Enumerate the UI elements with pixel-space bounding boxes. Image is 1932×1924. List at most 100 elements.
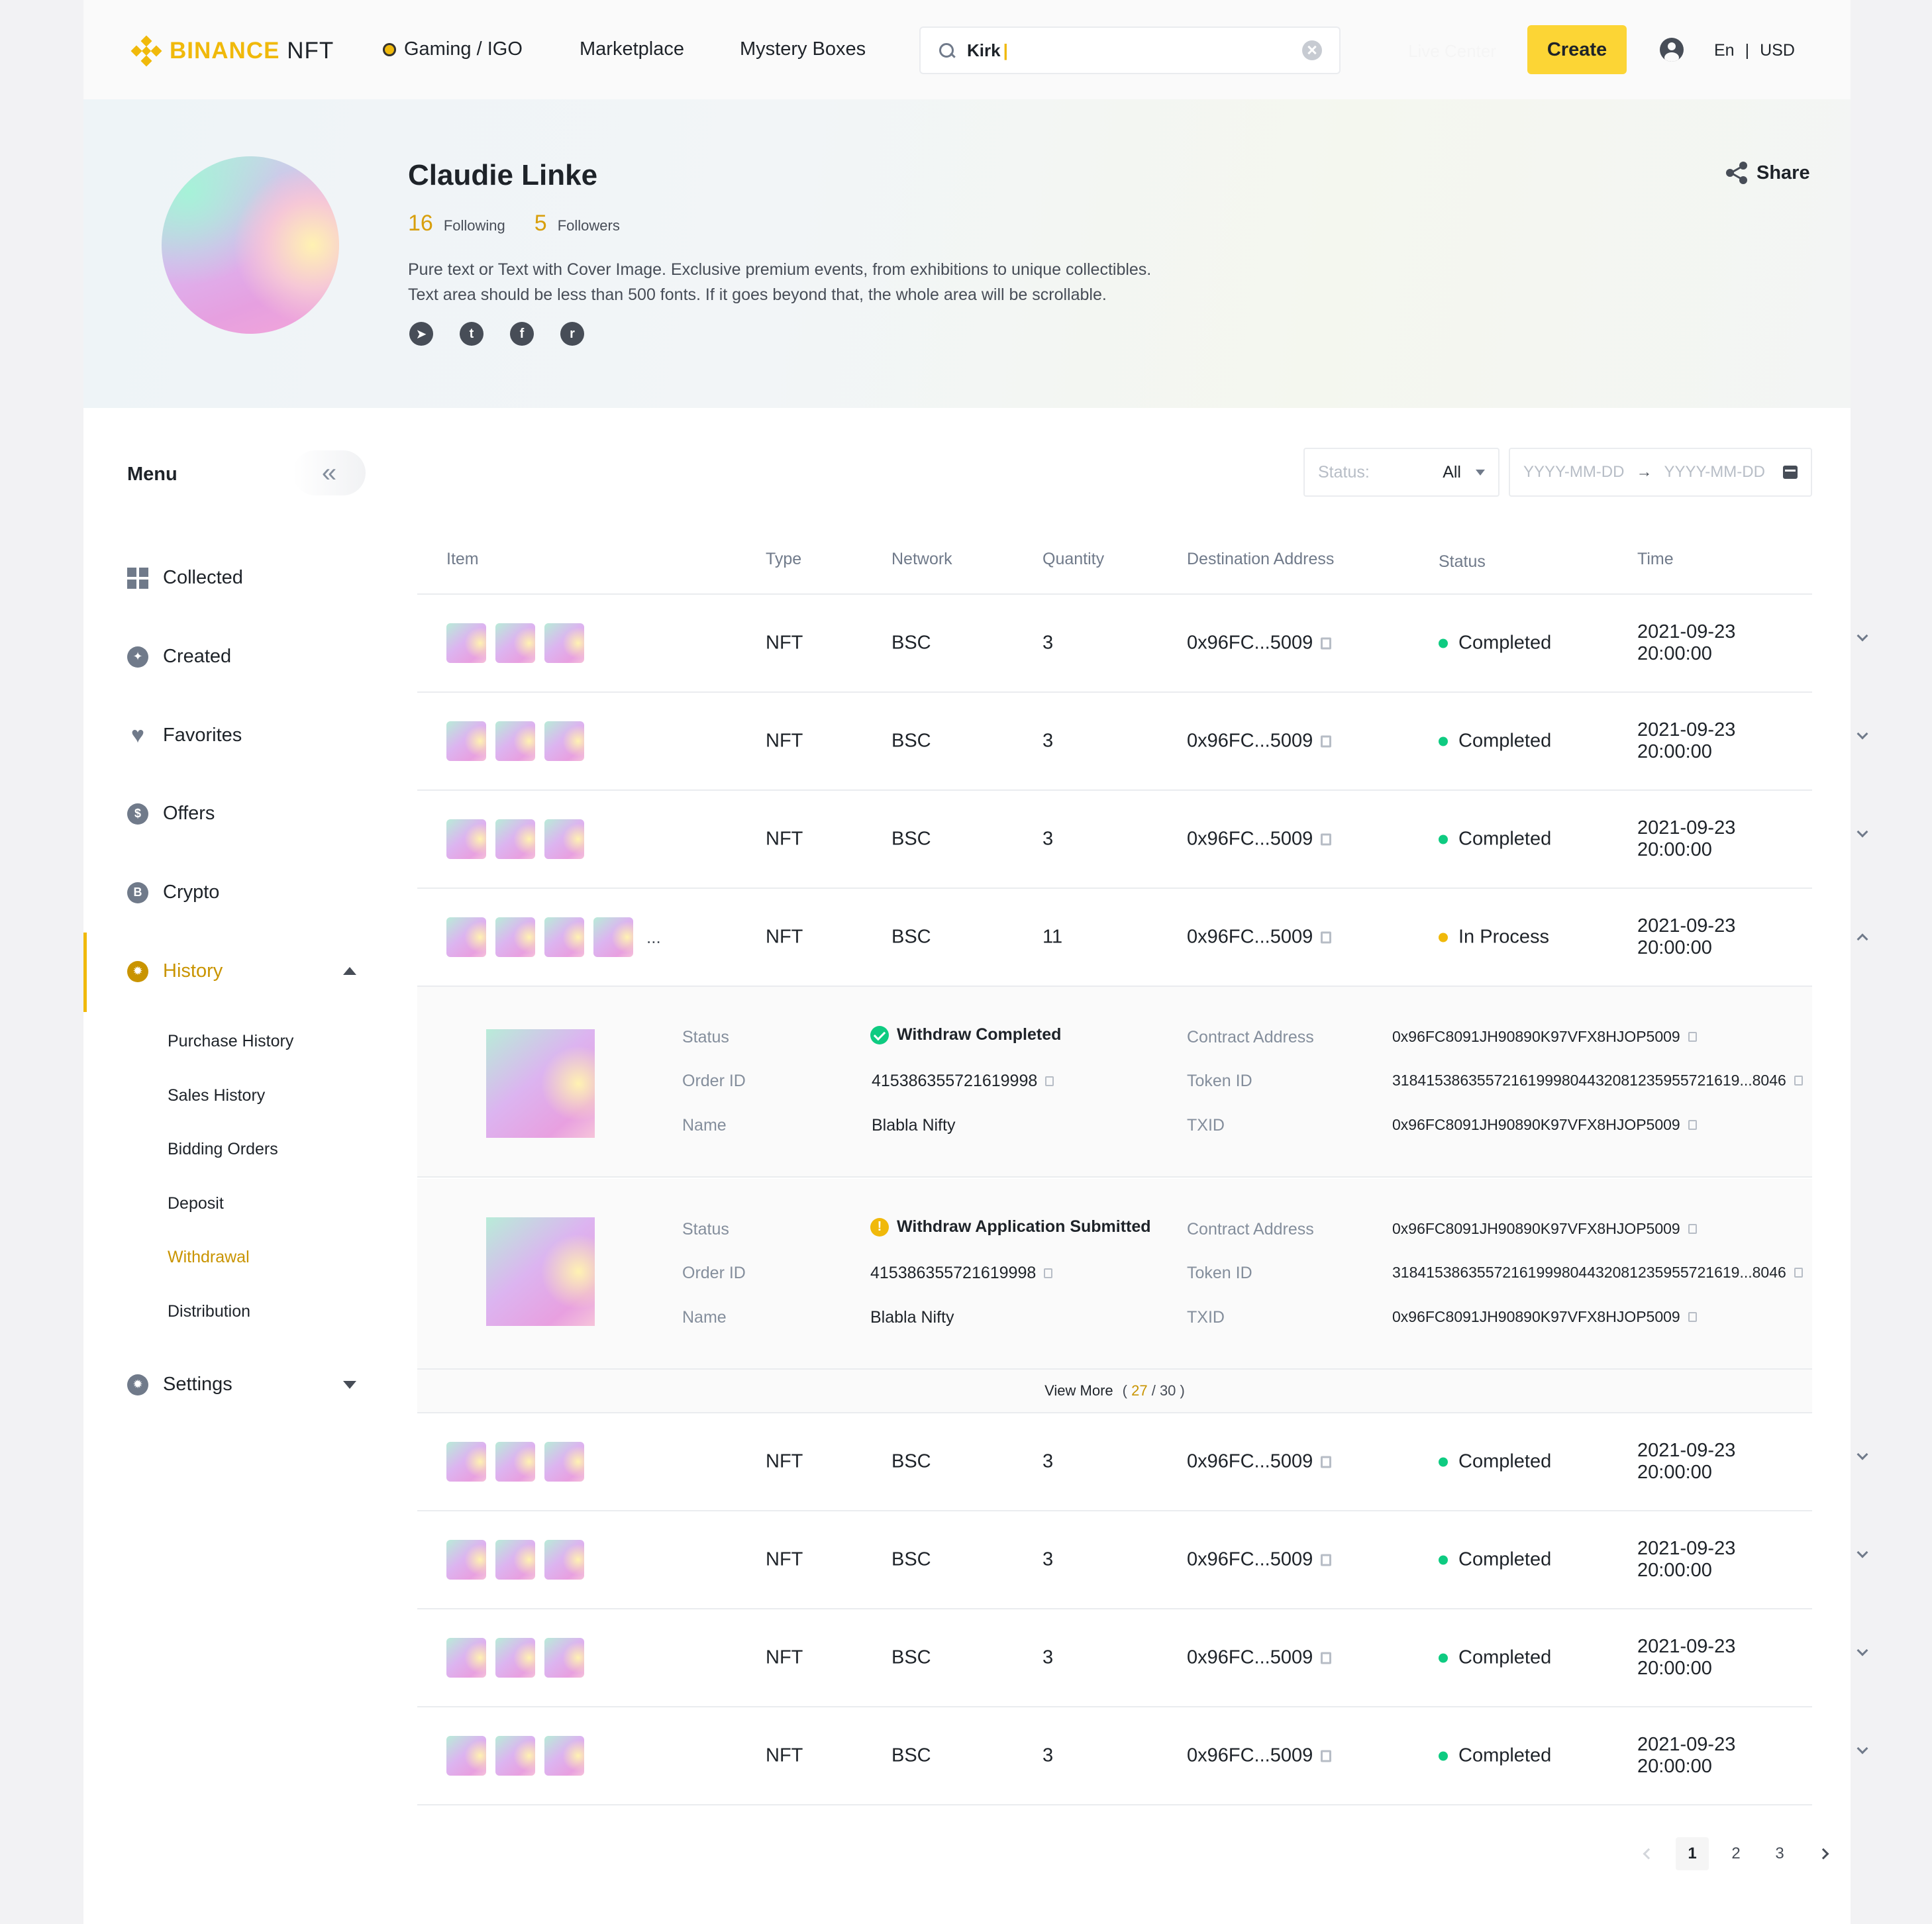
more-items-ellipsis: ... bbox=[646, 927, 661, 947]
caret-up-icon[interactable] bbox=[343, 967, 356, 975]
next-page-icon[interactable] bbox=[1807, 1837, 1840, 1870]
copy-icon[interactable] bbox=[1321, 931, 1332, 943]
copy-icon[interactable] bbox=[1045, 1076, 1054, 1086]
address-text: 0x96FC...5009 bbox=[1187, 1548, 1313, 1570]
item-thumbnails: ... bbox=[446, 917, 661, 957]
copy-icon[interactable] bbox=[1688, 1224, 1697, 1234]
sidebar-subitem-deposit[interactable]: Deposit bbox=[168, 1194, 224, 1213]
row-quantity: 3 bbox=[1042, 730, 1054, 752]
share-button[interactable]: Share bbox=[1726, 162, 1810, 184]
copy-icon[interactable] bbox=[1794, 1268, 1803, 1278]
copy-icon[interactable] bbox=[1321, 833, 1332, 845]
header-time: Time bbox=[1637, 550, 1674, 568]
user-account-icon[interactable] bbox=[1660, 38, 1684, 62]
expand-chevron-down-icon[interactable] bbox=[1856, 826, 1870, 845]
sidebar-item-favorites[interactable]: ♥ Favorites bbox=[127, 723, 242, 748]
expand-chevron-down-icon[interactable] bbox=[1856, 630, 1870, 649]
table-row[interactable]: NFT BSC 3 0x96FC...5009 Completed 2021-0… bbox=[417, 595, 1868, 693]
view-more-button[interactable]: View More ( 27 / 30 ) bbox=[417, 1370, 1812, 1413]
status-text: Completed bbox=[1458, 632, 1552, 654]
binance-nft-logo[interactable]: BINANCE NFT bbox=[130, 35, 334, 67]
expand-chevron-down-icon[interactable] bbox=[1856, 1645, 1870, 1664]
table-row[interactable]: NFT BSC 3 0x96FC...5009 Completed 2021-0… bbox=[417, 1609, 1868, 1707]
copy-icon[interactable] bbox=[1321, 1750, 1332, 1762]
detail-token-value: 3184153863557216199980443208123595572161… bbox=[1392, 1072, 1803, 1089]
prev-page-icon[interactable] bbox=[1632, 1837, 1665, 1870]
page-button-3[interactable]: 3 bbox=[1775, 1845, 1784, 1862]
nav-marketplace[interactable]: Marketplace bbox=[580, 38, 684, 60]
status-text: Completed bbox=[1458, 730, 1552, 752]
row-type: NFT bbox=[766, 1745, 803, 1766]
detail-name-value: Blabla Nifty bbox=[872, 1116, 956, 1135]
language-currency-selector[interactable]: En | USD bbox=[1714, 41, 1795, 60]
status-text: Completed bbox=[1458, 1646, 1552, 1668]
table-row[interactable]: NFT BSC 3 0x96FC...5009 Completed 2021-0… bbox=[417, 1707, 1868, 1805]
sidebar-item-crypto[interactable]: B Crypto bbox=[127, 882, 219, 903]
twitter-icon[interactable]: t bbox=[460, 322, 483, 346]
token-text: 3184153863557216199980443208123595572161… bbox=[1392, 1072, 1786, 1089]
expand-chevron-down-icon[interactable] bbox=[1856, 1743, 1870, 1762]
page-button-2[interactable]: 2 bbox=[1731, 1845, 1741, 1862]
facebook-icon[interactable]: f bbox=[510, 322, 534, 346]
sidebar-item-history[interactable]: ✹ History bbox=[127, 960, 223, 982]
copy-icon[interactable] bbox=[1321, 637, 1332, 649]
status-filter-select[interactable]: Status: All bbox=[1303, 448, 1500, 497]
nav-gaming-igo[interactable]: Gaming / IGO bbox=[383, 38, 523, 60]
followers-count[interactable]: 5 bbox=[534, 211, 547, 236]
lang-separator: | bbox=[1745, 41, 1750, 60]
live-center-link[interactable]: Live Center bbox=[1408, 41, 1496, 61]
sidebar-item-collected[interactable]: Collected bbox=[127, 567, 243, 589]
row-type: NFT bbox=[766, 926, 803, 948]
nav-mystery-boxes[interactable]: Mystery Boxes bbox=[740, 38, 866, 60]
row-network: BSC bbox=[891, 1548, 931, 1570]
sidebar-subitem-bidding-orders[interactable]: Bidding Orders bbox=[168, 1140, 278, 1158]
row-address: 0x96FC...5009 bbox=[1187, 1647, 1332, 1669]
sidebar-subitem-distribution[interactable]: Distribution bbox=[168, 1302, 251, 1321]
table-row[interactable]: NFT BSC 3 0x96FC...5009 Completed 2021-0… bbox=[417, 1511, 1868, 1609]
copy-icon[interactable] bbox=[1044, 1268, 1053, 1278]
date-to-placeholder: YYYY-MM-DD bbox=[1664, 463, 1765, 481]
copy-icon[interactable] bbox=[1321, 1456, 1332, 1468]
sidebar-subitem-sales-history[interactable]: Sales History bbox=[168, 1086, 266, 1105]
page-button-1[interactable]: 1 bbox=[1676, 1837, 1709, 1870]
search-input[interactable]: Kirk bbox=[919, 26, 1341, 74]
row-status: Completed bbox=[1439, 1647, 1551, 1669]
date-range-picker[interactable]: YYYY-MM-DD → YYYY-MM-DD bbox=[1509, 448, 1812, 497]
table-row[interactable]: NFT BSC 3 0x96FC...5009 Completed 2021-0… bbox=[417, 693, 1868, 791]
row-network: BSC bbox=[891, 1646, 931, 1668]
copy-icon[interactable] bbox=[1688, 1032, 1697, 1042]
sidebar-item-created[interactable]: ✦ Created bbox=[127, 646, 231, 668]
following-count[interactable]: 16 bbox=[408, 211, 433, 236]
row-time: 2021-09-23 20:00:00 bbox=[1637, 915, 1736, 958]
copy-icon[interactable] bbox=[1688, 1120, 1697, 1130]
create-button[interactable]: Create bbox=[1527, 25, 1627, 74]
expand-chevron-down-icon[interactable] bbox=[1856, 1448, 1870, 1468]
copy-icon[interactable] bbox=[1321, 1652, 1332, 1664]
sidebar-item-settings[interactable]: ✹ Settings bbox=[127, 1374, 232, 1395]
copy-icon[interactable] bbox=[1321, 1554, 1332, 1566]
collapse-chevron-up-icon[interactable] bbox=[1856, 931, 1870, 945]
table-row-expanded[interactable]: ... NFT BSC 11 0x96FC...5009 In Process … bbox=[417, 889, 1868, 987]
sidebar-subitem-purchase-history[interactable]: Purchase History bbox=[168, 1032, 294, 1050]
copy-icon[interactable] bbox=[1321, 735, 1332, 747]
expand-chevron-down-icon[interactable] bbox=[1856, 1546, 1870, 1566]
expand-chevron-down-icon[interactable] bbox=[1856, 728, 1870, 747]
table-row[interactable]: NFT BSC 3 0x96FC...5009 Completed 2021-0… bbox=[417, 1413, 1868, 1511]
detail-order-id-value: 415386355721619998 bbox=[870, 1264, 1053, 1283]
telegram-icon[interactable]: ➤ bbox=[409, 322, 433, 346]
reddit-icon[interactable]: r bbox=[560, 322, 584, 346]
row-status: Completed bbox=[1439, 1549, 1551, 1571]
table-row[interactable]: NFT BSC 3 0x96FC...5009 Completed 2021-0… bbox=[417, 791, 1868, 889]
clear-search-icon[interactable] bbox=[1302, 40, 1322, 60]
copy-icon[interactable] bbox=[1688, 1312, 1697, 1322]
status-dot-green bbox=[1439, 638, 1448, 648]
detail-txid-label: TXID bbox=[1187, 1308, 1225, 1327]
caret-down-icon[interactable] bbox=[343, 1381, 356, 1389]
copy-icon[interactable] bbox=[1794, 1076, 1803, 1086]
sidebar-subitem-withdrawal[interactable]: Withdrawal bbox=[168, 1248, 250, 1266]
sidebar-item-offers[interactable]: $ Offers bbox=[127, 803, 215, 825]
status-dot-green bbox=[1439, 1457, 1448, 1466]
view-more-count: ( 27 / 30 ) bbox=[1122, 1382, 1185, 1399]
order-id-text: 415386355721619998 bbox=[872, 1072, 1038, 1090]
collapse-menu-button[interactable]: « bbox=[293, 450, 366, 495]
